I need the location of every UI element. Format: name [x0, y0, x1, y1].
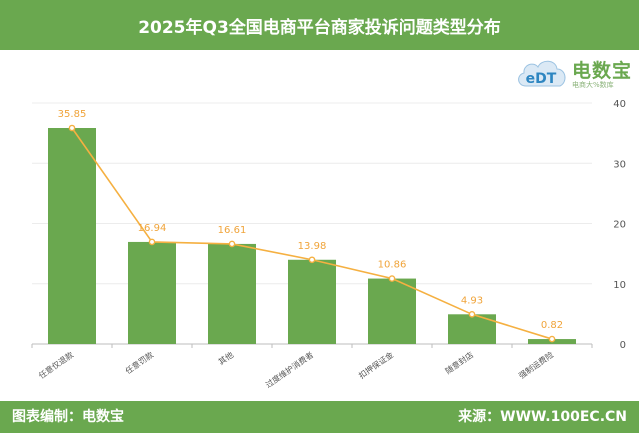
line-point — [548, 335, 556, 343]
data-label: 0.82 — [541, 320, 563, 331]
y-tick-label: 10 — [613, 280, 626, 291]
logo-brand: 电数宝 — [572, 60, 633, 82]
bar — [288, 259, 336, 344]
cloud-logo-icon: eDT — [518, 60, 566, 87]
line-point — [388, 275, 396, 282]
line-point — [308, 256, 316, 264]
line-point — [68, 124, 76, 132]
line-point — [468, 310, 476, 318]
logo-mark-text: eDT — [526, 71, 557, 87]
logo-slogan: 电商大%数库 — [572, 81, 614, 89]
gridlines — [32, 102, 592, 285]
x-tick-label: 任意仅退款 — [37, 349, 76, 380]
data-labels: 35.85 16.94 16.61 13.98 10.86 4.93 0.82 — [58, 109, 563, 331]
footer-bar: 图表编制：电数宝 来源：WWW.100EC.CN — [0, 401, 639, 433]
data-label: 4.93 — [461, 295, 483, 306]
x-tick-label: 扣押保证金 — [357, 349, 396, 380]
data-label: 35.85 — [58, 109, 87, 120]
y-tick-label: 40 — [613, 99, 626, 110]
brand-logo: eDT 电数宝 电商大%数库 — [514, 56, 638, 96]
bar — [128, 241, 176, 344]
x-tick-label: 其他 — [216, 349, 235, 366]
line-point — [148, 238, 156, 246]
footer-source: 来源：WWW.100EC.CN — [458, 409, 627, 425]
chart-title: 2025年Q3全国电商平台商家投诉问题类型分布 — [138, 17, 501, 38]
x-tick-label: 任意罚款 — [123, 349, 155, 376]
tick-labels: 0 10 20 30 40 任意仅退款 任意罚款 其他 过度维护消费者 扣押保证金 随意封店 强制运费… — [37, 99, 626, 390]
y-tick-label: 0 — [620, 340, 626, 351]
x-tick-label: 随意封店 — [443, 349, 475, 376]
line-point — [228, 240, 236, 248]
bars — [48, 128, 576, 344]
bar — [368, 278, 416, 344]
x-tick-label: 强制运费险 — [517, 349, 556, 380]
data-label: 16.61 — [218, 225, 247, 236]
trend-line — [68, 124, 556, 343]
bar — [48, 128, 96, 344]
data-label: 13.98 — [298, 241, 327, 252]
y-tick-label: 30 — [613, 159, 626, 170]
axes — [31, 343, 593, 348]
x-tick-label: 过度维护消费者 — [264, 349, 316, 389]
y-tick-label: 20 — [613, 220, 626, 231]
data-label: 16.94 — [138, 223, 167, 234]
bar — [208, 243, 256, 344]
header-bar: 2025年Q3全国电商平台商家投诉问题类型分布 — [0, 0, 639, 50]
footer-credit: 图表编制：电数宝 — [12, 409, 124, 425]
data-label: 10.86 — [378, 260, 407, 271]
